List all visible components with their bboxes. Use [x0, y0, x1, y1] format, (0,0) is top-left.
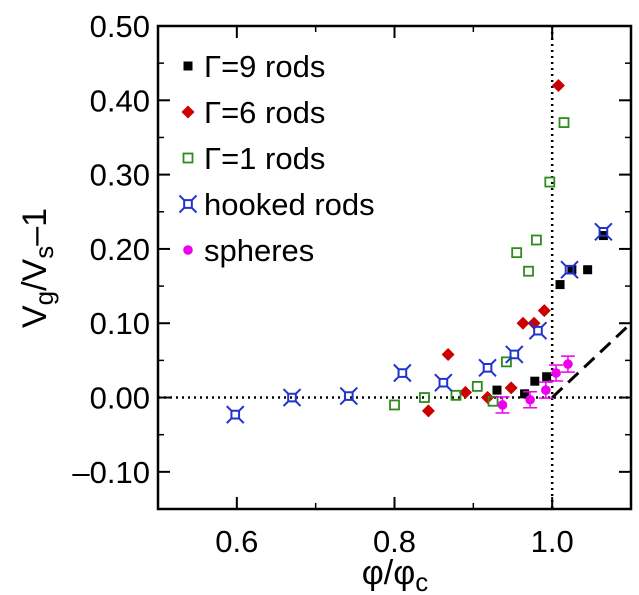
- point-square: [492, 385, 502, 395]
- point-square: [555, 280, 565, 290]
- y-axis-label: Vg/Vs–1: [16, 208, 59, 328]
- legend: Γ=9 rods Γ=6 rods Γ=1 rods hooked rods spher…: [178, 49, 375, 268]
- point-open-square: [511, 247, 523, 259]
- legend-marker-square: [183, 61, 193, 71]
- point-square: [583, 265, 593, 275]
- point-circle: [525, 394, 535, 405]
- y-tick-label: 0.20: [90, 232, 150, 267]
- point-circle: [563, 359, 573, 369]
- legend-marker-hooked: [178, 194, 198, 214]
- point-hooked: [339, 386, 358, 406]
- point-diamond: [516, 316, 530, 330]
- point-hooked: [282, 388, 302, 407]
- point-diamond: [537, 304, 551, 318]
- legend-label: Γ=9 rods: [204, 49, 325, 84]
- x-tick-label: 1.0: [531, 524, 574, 559]
- y-tick-label: 0.30: [90, 158, 150, 193]
- point-diamond: [481, 391, 495, 405]
- point-diamond: [458, 385, 472, 399]
- point-open-square: [487, 395, 499, 407]
- point-hooked: [505, 345, 524, 364]
- point-open-square: [531, 234, 542, 246]
- point-hooked: [594, 222, 613, 242]
- point-hooked: [434, 373, 453, 392]
- data-marks: [226, 78, 613, 424]
- y-tick-label: 0.10: [90, 306, 150, 341]
- point-open-square: [558, 117, 570, 128]
- legend-label: Γ=1 rods: [204, 141, 325, 176]
- y-tick-label: –0.10: [72, 455, 150, 490]
- x-axis-label: φ/φc: [362, 554, 429, 595]
- point-open-square: [501, 356, 512, 368]
- point-diamond: [421, 404, 435, 418]
- point-square: [530, 376, 540, 386]
- point-hooked: [226, 405, 245, 424]
- linear-trend-line: [551, 322, 633, 399]
- legend-label: spheres: [204, 233, 314, 268]
- point-circle: [541, 385, 551, 395]
- point-square: [542, 372, 552, 382]
- point-open-square: [450, 389, 462, 401]
- y-tick-label: 0.00: [90, 381, 150, 416]
- point-open-square: [389, 399, 400, 411]
- legend-label: hooked rods: [204, 187, 375, 222]
- axis-ticks: 0.6 0.8 1.0 –0.10 0.00 0.10 0.20 0.30 0.40 0.50: [72, 9, 632, 559]
- legend-marker-open-square: [182, 152, 194, 164]
- point-hooked: [560, 260, 579, 279]
- point-hooked: [478, 358, 497, 378]
- point-diamond: [551, 78, 565, 92]
- point-open-square: [523, 265, 534, 277]
- legend-marker-circle: [183, 245, 193, 255]
- point-circle: [551, 368, 561, 378]
- point-hooked: [528, 321, 548, 340]
- point-open-square: [419, 392, 430, 403]
- legend-marker-diamond: [181, 105, 195, 119]
- reference-lines: [158, 26, 633, 509]
- point-square: [567, 265, 577, 275]
- x-tick-label: 0.6: [215, 524, 258, 559]
- legend-label: Γ=6 rods: [204, 95, 325, 130]
- point-hooked: [393, 363, 412, 383]
- y-tick-label: 0.50: [90, 9, 150, 44]
- y-tick-label: 0.40: [90, 83, 150, 118]
- point-square: [520, 389, 530, 399]
- x-tick-label: 0.8: [373, 524, 416, 559]
- point-open-square: [471, 380, 483, 392]
- point-diamond: [441, 347, 455, 361]
- point-diamond: [504, 381, 518, 395]
- point-open-square: [544, 176, 556, 188]
- point-circle: [497, 400, 508, 410]
